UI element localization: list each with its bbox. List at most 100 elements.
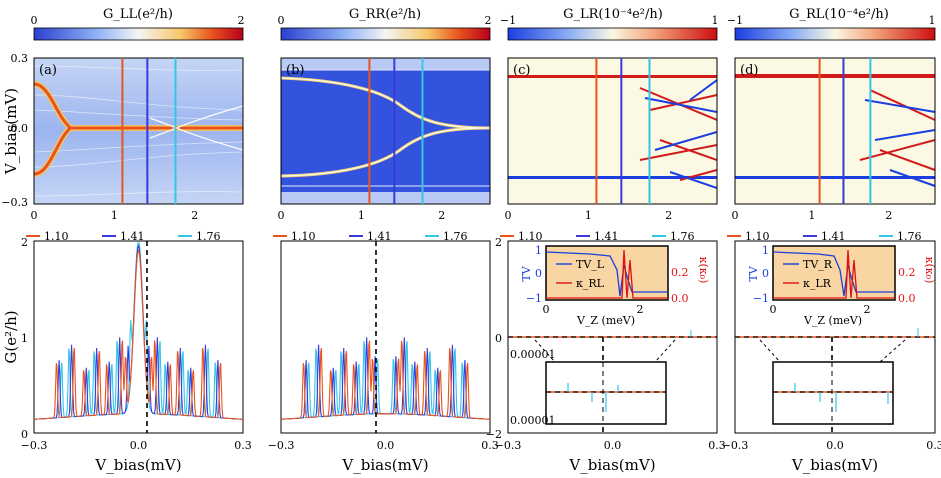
colorbar-min: −1 xyxy=(500,14,516,27)
bottom-xaxis: −0.3 0.0 0.3 V_bias(mV) −0.3 0.0 0.3 V_bias(mV)… xyxy=(21,439,941,474)
xtick: 0.0 xyxy=(604,439,622,452)
colorbar-title: G_LL(e²/h) xyxy=(103,7,173,22)
colorbar-max: 1 xyxy=(929,14,936,27)
xtick: 0 xyxy=(732,209,739,222)
lineplot-h xyxy=(734,240,936,434)
inset-xtick: 2 xyxy=(864,303,871,316)
inset-xlabel: V_Z (meV) xyxy=(803,314,862,327)
top-xticks: 0 1 2 0 1 2 0 1 2 0 1 2 xyxy=(31,209,893,222)
xtick: 2 xyxy=(885,209,892,222)
inset-left-label: TV xyxy=(747,265,760,281)
legend-label: 1.10 xyxy=(44,230,69,243)
xtick: 0 xyxy=(31,209,38,222)
bottom-axes-text: G(e²/h) 2 1 0 2 0 −2 0.00001 0.00001 TV_… xyxy=(2,236,936,441)
legend-label: 1.41 xyxy=(594,230,619,243)
zoom-tick: 0.00001 xyxy=(510,348,556,361)
colorbar-d: G_RL(10⁻⁴e²/h) −1 1 xyxy=(727,7,936,41)
panel-label: (b) xyxy=(286,63,304,78)
ytick: 0.3 xyxy=(11,52,29,65)
xtick: 0.3 xyxy=(926,439,941,452)
inset-xtick: 0 xyxy=(543,303,550,316)
inset-right-label: κ(κ₀) xyxy=(697,257,710,284)
ytick: 0.0 xyxy=(11,122,29,135)
zoom-tick: 0.00001 xyxy=(510,414,556,427)
ytick: 0 xyxy=(495,332,502,345)
legend-label: 1.41 xyxy=(821,230,846,243)
xlabel: V_bias(mV) xyxy=(791,456,878,474)
plot-frame xyxy=(280,57,491,205)
colorbar-title: G_LR(10⁻⁴e²/h) xyxy=(563,7,663,22)
xtick: 2 xyxy=(438,209,445,222)
series-line xyxy=(281,340,490,420)
legend-label: 1.41 xyxy=(367,230,392,243)
ytick: 0 xyxy=(21,428,28,441)
lineplot-e xyxy=(33,240,244,434)
colorbar-c: G_LR(10⁻⁴e²/h) −1 1 xyxy=(500,7,719,41)
legend-label: 1.10 xyxy=(291,230,316,243)
legend-label: 1.76 xyxy=(670,230,695,243)
inset-left-tick: 0 xyxy=(535,267,542,280)
ylabel: G(e²/h) xyxy=(2,310,20,363)
inset-right-tick: 0.0 xyxy=(898,292,916,305)
colorbar-b: G_RR(e²/h) 0 2 xyxy=(278,7,492,41)
colorbar-title: G_RL(10⁻⁴e²/h) xyxy=(789,7,889,22)
inset-left-tick: −1 xyxy=(526,292,542,305)
inset-xlabel: V_Z (meV) xyxy=(576,314,635,327)
inset-left-tick: −1 xyxy=(753,292,769,305)
xtick: −0.3 xyxy=(21,439,48,452)
xtick: 1 xyxy=(358,209,365,222)
xtick: 1 xyxy=(111,209,118,222)
xlabel: V_bias(mV) xyxy=(568,456,655,474)
panel-label: (d) xyxy=(740,63,758,78)
xtick: 0.0 xyxy=(826,439,844,452)
panel-label: (c) xyxy=(513,63,530,78)
xtick: 0.3 xyxy=(234,439,252,452)
xtick: −0.3 xyxy=(268,439,295,452)
heatmap-b xyxy=(281,58,490,204)
inset-tv-label: TV_L xyxy=(576,258,605,271)
xtick: −0.3 xyxy=(722,439,749,452)
ylabel: V_bias(mV) xyxy=(2,88,20,175)
inset-left-label: TV xyxy=(520,265,533,281)
series-line xyxy=(34,248,243,420)
xtick: 1 xyxy=(808,209,815,222)
inset-xtick: 0 xyxy=(770,303,777,316)
inset-left-tick: 1 xyxy=(762,244,769,257)
panel-label: (a) xyxy=(39,63,57,78)
xtick: 0 xyxy=(505,209,512,222)
plot-frame xyxy=(507,57,718,205)
lineplot-g xyxy=(507,240,718,434)
ytick: −2 xyxy=(486,428,502,441)
colorbar-max: 2 xyxy=(485,14,492,27)
colorbar-max: 1 xyxy=(712,14,719,27)
ytick: 2 xyxy=(495,236,502,249)
cut-lines xyxy=(121,58,872,204)
heatmap-d xyxy=(735,58,936,204)
top-yaxis: 0.3 0.0 −0.3 V_bias(mV) xyxy=(1,52,28,209)
colorbar-min: 0 xyxy=(278,14,285,27)
ytick: 2 xyxy=(21,236,28,249)
inset-right-tick: 0.2 xyxy=(898,266,916,279)
ytick: −0.3 xyxy=(1,196,28,209)
ytick: 1 xyxy=(21,332,28,345)
inset-tv-label: TV_R xyxy=(803,258,833,271)
heatmap-a xyxy=(34,58,243,204)
colorbar-min: −1 xyxy=(727,14,743,27)
inset-left-tick: 1 xyxy=(535,244,542,257)
legend-label: 1.10 xyxy=(745,230,770,243)
inset-kappa-label: κ_LR xyxy=(803,277,832,290)
xtick: 0 xyxy=(278,209,285,222)
inset-right-label: κ(κ₀) xyxy=(923,257,936,284)
plot-frame xyxy=(33,57,244,205)
inset-right-tick: 0.0 xyxy=(671,292,689,305)
xtick: 0.3 xyxy=(708,439,726,452)
legend-label: 1.76 xyxy=(443,230,468,243)
xtick: −0.3 xyxy=(495,439,522,452)
xlabel: V_bias(mV) xyxy=(341,456,428,474)
legend-label: 1.76 xyxy=(897,230,922,243)
heatmap-c xyxy=(508,58,717,204)
lineplot-f xyxy=(280,240,491,434)
colorbar-title: G_RR(e²/h) xyxy=(349,7,421,22)
legend-label: 1.10 xyxy=(518,230,543,243)
